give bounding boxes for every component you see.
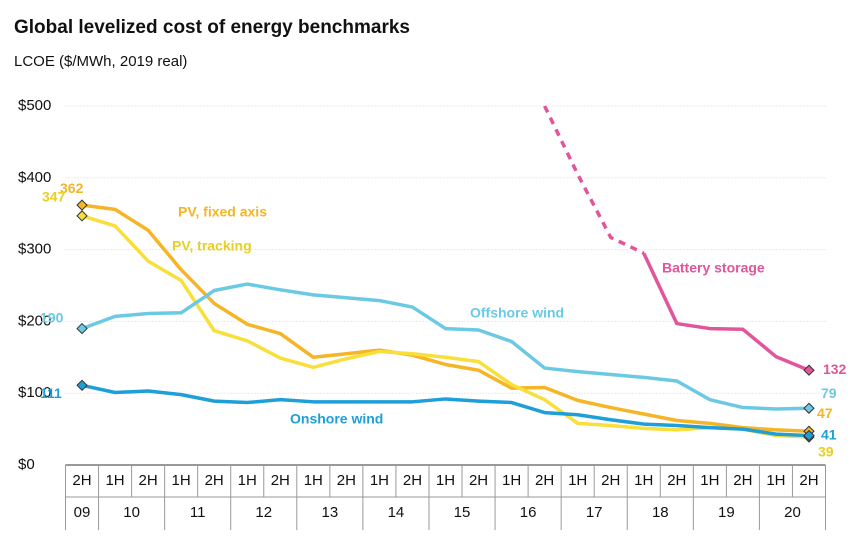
point-marker [76,322,88,335]
value-label: 41 [821,426,837,442]
x-tick-label: 2H [403,472,422,489]
year-label: 13 [322,504,339,521]
point-marker [803,402,815,414]
point-marker [76,379,88,392]
year-label: 11 [190,504,206,521]
y-tick-label: $300 [18,241,51,258]
year-label: 12 [255,504,272,521]
x-tick-label: 1H [304,472,323,489]
value-label: 39 [818,444,834,460]
x-tick-label: 1H [502,472,521,489]
series-line [642,252,810,372]
x-tick-label: 2H [799,472,818,489]
value-label: 132 [823,361,847,377]
x-tick-label: 2H [469,472,488,489]
value-label: 362 [60,180,84,196]
value-label: 190 [40,309,64,325]
year-label: 18 [652,504,669,521]
y-tick-label: $200 [18,312,51,329]
year-label: 10 [123,504,140,521]
x-tick-label: 2H [535,472,554,489]
x-tick-label: 1H [105,472,124,489]
x-tick-label: 2H [733,472,752,489]
year-label: 17 [586,504,603,521]
x-tick-label: 1H [172,472,191,489]
series-label: Onshore wind [290,411,383,427]
series-line [81,282,810,411]
value-label: 111 [40,385,62,401]
x-tick-label: 2H [337,472,356,489]
x-tick-label: 1H [238,472,257,489]
y-tick-label: $0 [18,456,35,473]
chart-title: Global levelized cost of energy benchmar… [14,17,410,38]
x-tick-label: 2H [601,472,620,489]
x-tick-label: 2H [205,472,224,489]
series-label: Battery storage [662,260,765,276]
series-line [543,105,645,255]
year-label: 19 [718,504,735,521]
point-marker [76,210,88,222]
series-line [81,203,810,434]
x-tick-label: 2H [72,472,91,489]
y-tick-label: $500 [18,97,51,114]
series-label: PV, tracking [172,238,252,254]
year-label: 20 [784,504,801,521]
x-tick-label: 1H [634,472,653,489]
point-marker [803,364,815,376]
series-label: Offshore wind [470,305,564,321]
series-line [81,383,810,438]
value-label: 347 [42,189,66,205]
y-tick-label: $400 [18,169,51,186]
x-tick-label: 2H [271,472,290,489]
series-line [81,214,810,439]
chart-subtitle: LCOE ($/MWh, 2019 real) [14,53,187,70]
x-tick-label: 1H [370,472,389,489]
x-tick-label: 2H [667,472,686,489]
x-tick-label: 1H [766,472,785,489]
x-tick-label: 1H [568,472,587,489]
year-label: 16 [520,504,537,521]
year-label: 15 [454,504,471,521]
x-tick-label: 1H [436,472,455,489]
value-label: 79 [821,385,837,401]
y-tick-label: $100 [18,384,51,401]
value-label: 47 [817,405,833,421]
x-tick-label: 1H [700,472,719,489]
year-label: 14 [388,504,405,521]
point-marker [76,199,88,211]
series-label: PV, fixed axis [178,204,267,220]
year-label: 09 [74,504,91,521]
point-marker [803,429,815,442]
x-tick-label: 2H [139,472,158,489]
